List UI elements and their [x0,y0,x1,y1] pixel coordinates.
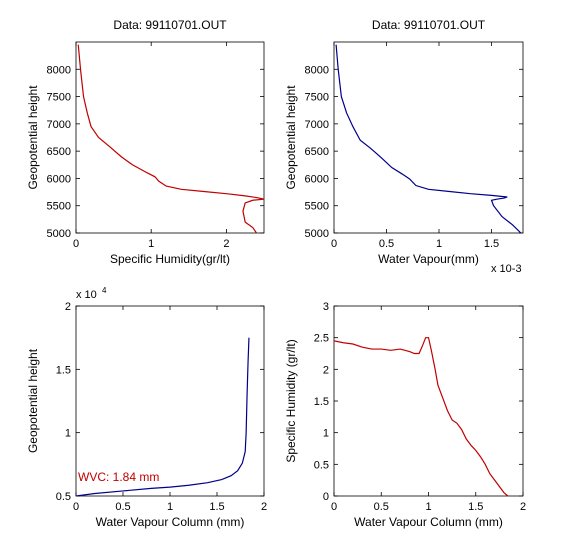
x-tick-label: 2 [261,501,267,513]
y-tick-label: 5500 [305,201,329,213]
x-axis-label: Specific Humidity(gr/lt) [110,252,230,266]
x-tick-label: 1 [148,238,154,250]
x-tick-label: 1 [436,238,442,250]
y-tick-label: 2.5 [314,333,329,345]
y-tick-label: 6000 [47,173,71,185]
y-tick-label: 0.5 [314,459,329,471]
y-tick-label: 2 [323,364,329,376]
x-tick-label: 1.5 [484,238,499,250]
x-tick-label: 2 [520,501,526,513]
plot-frame [75,41,265,234]
y-tick-label: 6500 [47,146,71,158]
x-tick-label: 0 [331,238,337,250]
y-tick-label: 8000 [305,64,329,76]
plot-frame [333,305,524,497]
chart-panel-2: 0 0.5 1 1.5 5000 5500 6000 6500 7000 7500 8000 Data… [284,18,524,275]
y-tick-label: 5000 [305,228,329,240]
x-axis-label: Water Vapour Column (mm) [354,515,503,529]
x-tick-label: 1.5 [209,501,224,513]
y-axis-multiplier-exponent: 4 [102,286,107,295]
y-tick-label: 6000 [305,173,329,185]
x-axis-label: Water Vapour Column (mm) [96,515,245,529]
y-axis-label: Specific Humidity (gr/lt) [284,339,298,462]
y-tick-label: 3 [323,301,329,313]
y-axis-label: Geopotential height [26,85,40,190]
y-tick-label: 1.5 [56,364,71,376]
chart-panel-1: 0 1 2 5000 5500 6000 6500 7000 7500 8000 Data: 991… [26,18,265,266]
y-axis-label: Geopotential height [284,85,298,190]
data-series-line [335,44,522,233]
y-axis-label: Geopotential height [26,348,40,453]
y-tick-label: 5500 [47,201,71,213]
y-tick-label: 5000 [47,228,71,240]
y-tick-label: 0.5 [56,491,71,503]
x-tick-label: 0.5 [374,501,389,513]
x-tick-label: 1 [425,501,431,513]
x-tick-label: 0 [73,501,79,513]
chart-title: Data: 99110701.OUT [372,18,486,32]
y-axis-multiplier: x 10 [76,289,97,301]
y-tick-label: 7000 [305,119,329,131]
x-tick-label: 0.5 [379,238,394,250]
y-tick-label: 7500 [305,92,329,104]
y-tick-label: 7000 [47,119,71,131]
y-tick-label: 1.5 [314,396,329,408]
x-tick-label: 1 [167,501,173,513]
x-tick-label: 0.5 [115,501,130,513]
plot-frame [75,305,265,497]
plot-frame [333,41,524,234]
wvc-annotation: WVC: 1.84 mm [78,470,159,484]
y-tick-label: 6500 [305,146,329,158]
data-series-line [76,337,250,496]
chart-panel-4: 0 0.5 1 1.5 2 0 0.5 1 1.5 2 2.5 3 Water Vapour Colum… [284,301,526,529]
y-tick-label: 8000 [47,64,71,76]
x-axis-label: Water Vapour(mm) [378,252,479,266]
y-tick-label: 1 [323,428,329,440]
x-axis-multiplier: x 10-3 [491,263,522,275]
y-tick-label: 2 [65,301,71,313]
data-series-line [334,337,509,496]
x-tick-label: 0 [331,501,337,513]
chart-title: Data: 99110701.OUT [113,18,227,32]
y-tick-label: 1 [65,428,71,440]
y-tick-label: 0 [323,491,329,503]
x-tick-label: 2 [223,238,229,250]
x-tick-label: 1.5 [468,501,483,513]
x-tick-label: 0 [73,238,79,250]
data-series-line [77,44,264,233]
y-tick-label: 7500 [47,92,71,104]
